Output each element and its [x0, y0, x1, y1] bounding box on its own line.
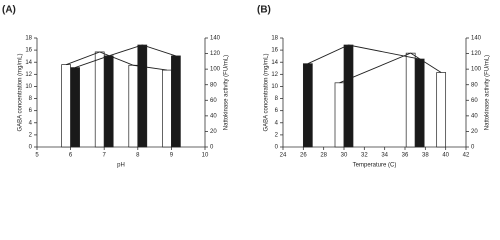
- y-tick-label: 4: [275, 120, 279, 126]
- bar: [343, 44, 354, 148]
- bar: [162, 69, 172, 148]
- y2-tick-label: 140: [471, 36, 482, 42]
- y2-tick-label: 60: [210, 98, 217, 104]
- x-tick-label: 10: [202, 153, 209, 159]
- x-tick-label: 7: [103, 153, 107, 159]
- x-tick-label: 32: [361, 153, 368, 159]
- y2-tick-label: 120: [210, 51, 221, 57]
- y2-tick-label: 100: [210, 67, 221, 73]
- x-tick-label: 24: [280, 153, 287, 159]
- y-tick-label: 16: [271, 48, 278, 54]
- y-tick-label: 18: [271, 36, 278, 42]
- bar: [61, 64, 71, 148]
- x-tick-label: 6: [69, 153, 73, 159]
- y2-tick-label: 80: [471, 82, 478, 88]
- y-tick-label: 12: [25, 72, 32, 78]
- y-tick-label: 14: [271, 60, 278, 66]
- trend-line: [307, 44, 420, 65]
- y2-axis-label: Nattokinase activity (FU/mL): [224, 55, 230, 130]
- y2-tick-label: 140: [210, 36, 221, 42]
- y-tick-label: 2: [29, 132, 33, 138]
- bar: [70, 67, 80, 148]
- bar: [94, 51, 105, 148]
- bar: [414, 58, 425, 148]
- trend-line: [65, 51, 167, 71]
- x-tick-label: 28: [320, 153, 327, 159]
- bar: [128, 64, 139, 148]
- y2-tick-label: 20: [210, 129, 217, 135]
- y-tick-label: 16: [25, 48, 32, 54]
- x-tick-label: 36: [402, 153, 409, 159]
- bar: [171, 55, 181, 148]
- x-axis-label: Temperature (C): [353, 163, 397, 169]
- x-tick-label: 34: [381, 153, 388, 159]
- y-tick-label: 10: [25, 84, 32, 90]
- bar: [103, 55, 114, 148]
- y-axis-label: GABA concentration (mg/mL): [264, 53, 270, 131]
- trend-line: [74, 44, 177, 69]
- x-tick-label: 8: [136, 153, 140, 159]
- panel-label: (A): [2, 5, 16, 16]
- bar: [436, 72, 447, 148]
- y-tick-label: 12: [271, 72, 278, 78]
- x-tick-label: 38: [422, 153, 429, 159]
- x-tick-label: 9: [170, 153, 174, 159]
- y-tick-label: 18: [25, 36, 32, 42]
- y-tick-label: 8: [275, 96, 279, 102]
- x-tick-label: 26: [300, 153, 307, 159]
- y2-tick-label: 120: [471, 51, 482, 57]
- x-tick-label: 5: [35, 153, 39, 159]
- bar: [302, 63, 313, 148]
- y2-tick-label: 40: [471, 113, 478, 119]
- y-tick-label: 0: [29, 145, 33, 151]
- y-tick-label: 6: [275, 108, 279, 114]
- x-tick-label: 40: [442, 153, 449, 159]
- bar: [334, 82, 345, 148]
- bar: [405, 52, 416, 148]
- y-tick-label: 0: [275, 145, 279, 151]
- y2-tick-label: 60: [471, 98, 478, 104]
- x-tick-label: 42: [463, 153, 470, 159]
- y2-axis-label: Nattokinase activity (FU/mL): [485, 55, 491, 130]
- trend-line: [339, 52, 442, 84]
- y-axis-label: GABA concentration (mg/mL): [18, 53, 24, 131]
- panel-label: (B): [257, 5, 271, 16]
- y-tick-label: 14: [25, 60, 32, 66]
- y2-tick-label: 80: [210, 82, 217, 88]
- y2-tick-label: 40: [210, 113, 217, 119]
- y-tick-label: 10: [271, 84, 278, 90]
- y2-tick-label: 0: [210, 145, 214, 151]
- y2-tick-label: 100: [471, 67, 482, 73]
- y-tick-label: 2: [275, 132, 279, 138]
- x-axis-label: pH: [117, 163, 125, 169]
- y-tick-label: 4: [29, 120, 33, 126]
- y-tick-label: 6: [29, 108, 33, 114]
- bar: [137, 44, 148, 148]
- y-tick-label: 8: [29, 96, 33, 102]
- y2-tick-label: 20: [471, 129, 478, 135]
- x-tick-label: 30: [341, 153, 348, 159]
- y2-tick-label: 0: [471, 145, 475, 151]
